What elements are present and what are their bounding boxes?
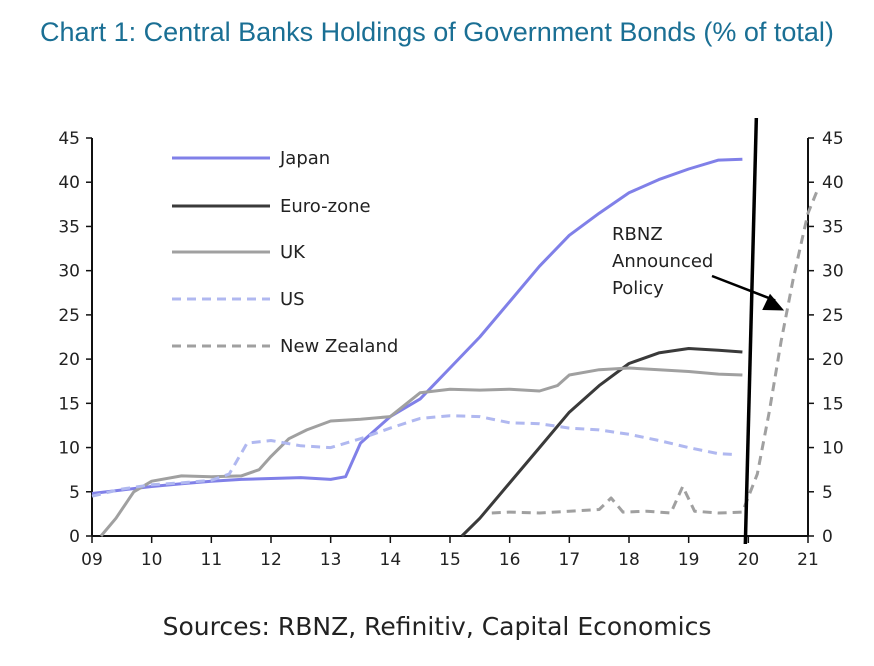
series-line-uk (99, 366, 743, 537)
x-tick-label: 12 (260, 550, 282, 570)
x-tick-label: 19 (678, 550, 700, 570)
y-tick-label-right: 35 (822, 217, 844, 237)
annotation-text-line: Policy (612, 278, 664, 299)
x-tick-label: 15 (439, 550, 461, 570)
source-note: Sources: RBNZ, Refinitiv, Capital Econom… (162, 612, 712, 641)
y-tick-label-right: 15 (822, 394, 844, 414)
line-chart: 0 5 10 15 20 25 30 35 40 45 0 5 10 15 20 25 30 35 40 45 09… (58, 117, 844, 570)
y-tick-label-right: 0 (822, 527, 833, 547)
series-line-euro-zone (460, 347, 743, 538)
y-tick-label-right: 30 (822, 262, 844, 282)
y-tick-label-left: 15 (58, 394, 80, 414)
legend-label-uk: UK (280, 242, 306, 263)
y-tick-label-left: 0 (69, 527, 80, 547)
legend-label-euro-zone: Euro-zone (280, 196, 371, 217)
y-tick-label-right: 45 (822, 129, 844, 149)
series-line-us (91, 414, 737, 498)
annotation-arrow-head (762, 293, 785, 311)
x-tick-label: 17 (559, 550, 581, 570)
x-tick-label: 21 (797, 550, 819, 570)
legend-label-japan: Japan (279, 148, 330, 169)
x-tick-label: 20 (738, 550, 760, 570)
y-tick-label-left: 20 (58, 350, 80, 370)
y-tick-label-right: 5 (822, 483, 833, 503)
y-tick-label-right: 10 (822, 439, 844, 459)
annotation-arrow-shaft (711, 274, 776, 302)
chart-title: Chart 1: Central Banks Holdings of Gover… (40, 17, 834, 47)
y-tick-label-left: 40 (58, 173, 80, 193)
legend: Japan Euro-zone UK US New Zealand (172, 148, 398, 357)
x-tick-label: 16 (499, 550, 521, 570)
y-tick-label-right: 20 (822, 350, 844, 370)
y-tick-label-right: 40 (822, 173, 844, 193)
y-tick-label-left: 45 (58, 129, 80, 149)
y-tick-label-left: 30 (58, 262, 80, 282)
y-tick-label-left: 5 (69, 483, 80, 503)
series-line-japan (91, 157, 743, 495)
x-tick-label: 09 (81, 550, 103, 570)
x-tick-label: 10 (141, 550, 163, 570)
y-axis-right-ticks: 0 5 10 15 20 25 30 35 40 45 (808, 129, 844, 547)
x-tick-label: 14 (380, 550, 402, 570)
series-lines (91, 157, 819, 538)
legend-label-new-zealand: New Zealand (280, 336, 398, 357)
legend-label-us: US (280, 289, 305, 310)
annotation-text-line: RBNZ (612, 224, 663, 245)
y-axis-left-ticks: 0 5 10 15 20 25 30 35 40 45 (58, 129, 92, 547)
y-tick-label-left: 25 (58, 306, 80, 326)
series-line-new-zealand (491, 190, 819, 515)
annotation-text-line: Announced (612, 251, 713, 272)
x-axis-ticks: 09 10 11 12 13 14 15 16 17 18 19 20 21 (81, 536, 819, 570)
y-tick-label-left: 10 (58, 439, 80, 459)
x-tick-label: 13 (320, 550, 342, 570)
x-tick-label: 18 (618, 550, 640, 570)
annotation: RBNZ Announced Policy (612, 117, 785, 545)
y-tick-label-left: 35 (58, 217, 80, 237)
x-tick-label: 11 (201, 550, 223, 570)
y-tick-label-right: 25 (822, 306, 844, 326)
policy-marker-line (743, 117, 759, 545)
